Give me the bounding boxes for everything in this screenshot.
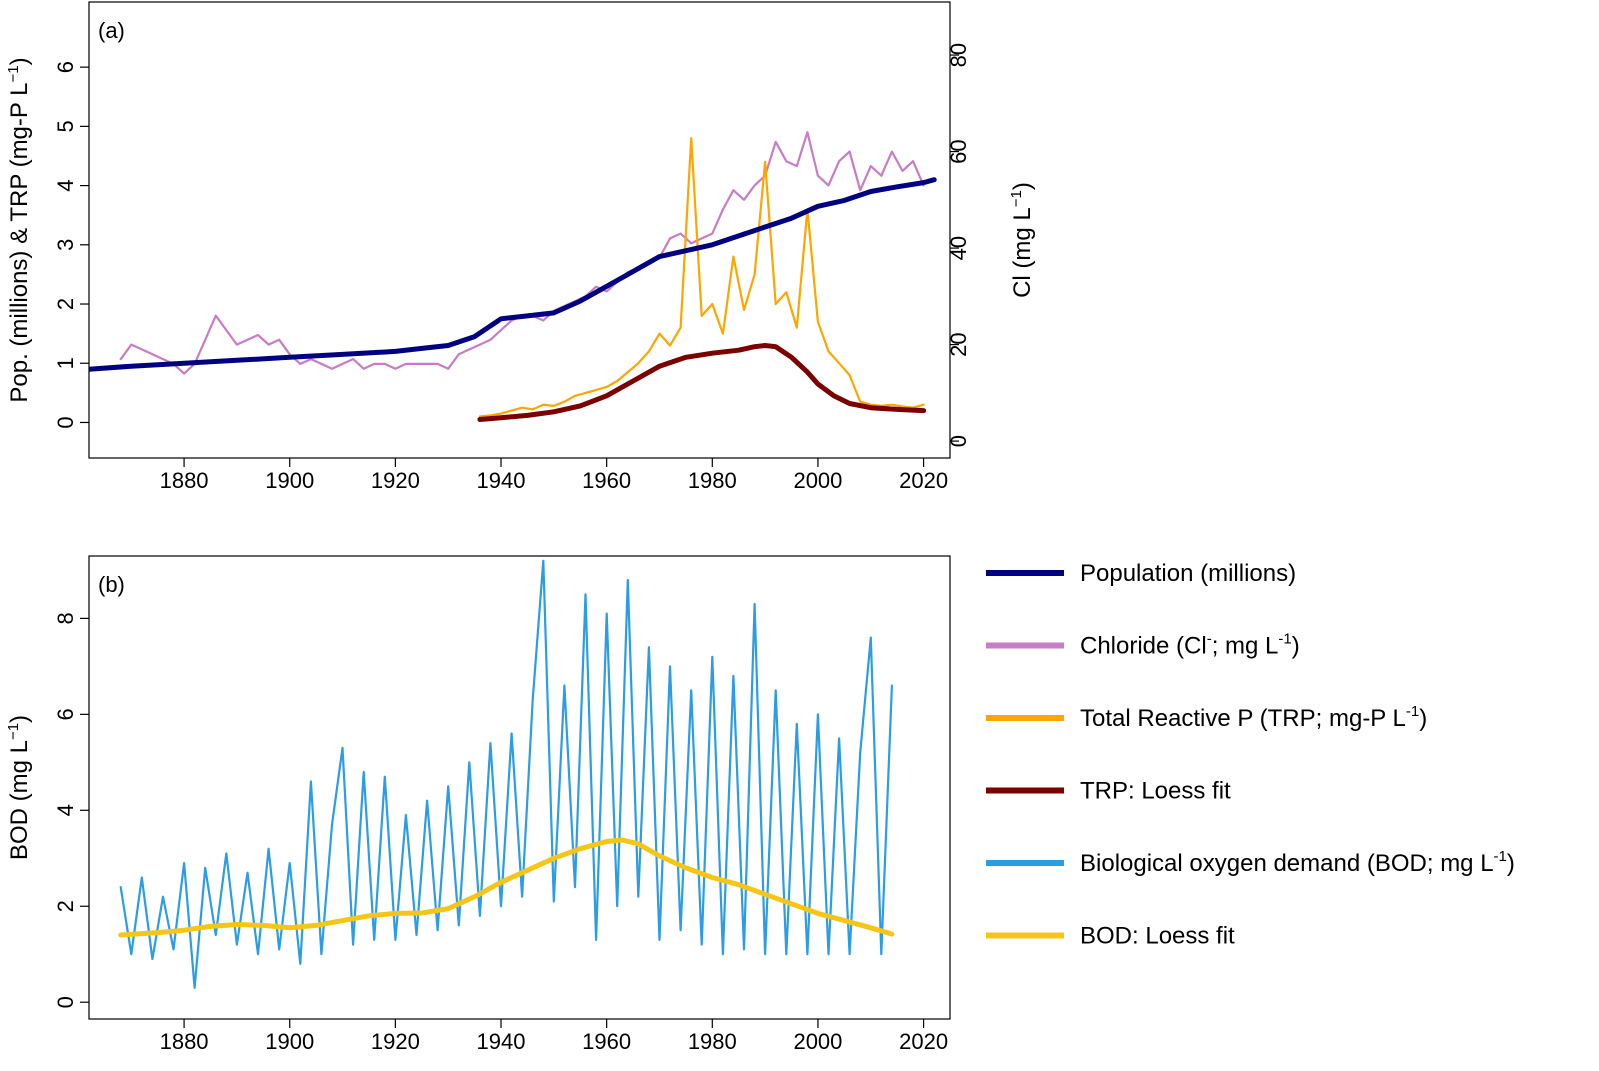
x-tick-label: 1940 — [477, 468, 526, 493]
y-tick-label: 4 — [53, 804, 78, 816]
x-tick-label: 2020 — [899, 468, 948, 493]
y-tick-label: 1 — [53, 357, 78, 369]
x-tick-label: 1900 — [265, 468, 314, 493]
x-tick-label: 1980 — [688, 1029, 737, 1054]
y-right-tick-label: 0 — [946, 435, 971, 447]
x-tick-label: 1940 — [477, 1029, 526, 1054]
y-tick-label: 0 — [53, 996, 78, 1008]
y-tick-label: 0 — [53, 416, 78, 428]
panel-label: (b) — [98, 572, 125, 597]
y-right-tick-label: 40 — [946, 236, 971, 260]
x-tick-label: 1980 — [688, 468, 737, 493]
panel-label: (a) — [98, 18, 125, 43]
legend-label: BOD: Loess fit — [1080, 923, 1235, 950]
x-tick-label: 1880 — [160, 1029, 209, 1054]
x-tick-label: 1960 — [582, 468, 631, 493]
y-right-tick-label: 60 — [946, 139, 971, 163]
series-line-population — [89, 177, 937, 372]
y-tick-label: 8 — [53, 612, 78, 624]
chart-panel-b: 1880 1900 1920 1940 1960 1980 2000 2020 0 2 4 6 8 BOD… — [5, 555, 951, 1054]
legend-label: Total Reactive P (TRP; mg-P L-1) — [1080, 703, 1427, 732]
x-tick-label: 2020 — [899, 1029, 948, 1054]
plot-frame — [88, 555, 951, 1020]
series-line-bod-loess-fit — [118, 837, 895, 938]
x-tick-label: 1960 — [582, 1029, 631, 1054]
plot-frame — [88, 1, 951, 459]
x-tick-label: 2000 — [793, 468, 842, 493]
x-tick-label: 2000 — [793, 1029, 842, 1054]
y-tick-label: 6 — [53, 61, 78, 73]
x-tick-label: 1900 — [265, 1029, 314, 1054]
legend: Population (millions) Chloride (Cl-; mg L… — [986, 560, 1515, 950]
legend-label: Biological oxygen demand (BOD; mg L-1) — [1080, 848, 1515, 877]
y-tick-label: 2 — [53, 298, 78, 310]
legend-label: TRP: Loess fit — [1080, 778, 1231, 805]
y-tick-label: 6 — [53, 708, 78, 720]
y-tick-label: 2 — [53, 900, 78, 912]
y-axis-title: Pop. (millions) & TRP (mg-P L−1) — [5, 57, 33, 402]
x-tick-label: 1880 — [160, 468, 209, 493]
series-group — [89, 131, 937, 422]
x-tick-label: 1920 — [371, 1029, 420, 1054]
y-tick-label: 3 — [53, 239, 78, 251]
y-right-axis-title: Cl (mg L−1) — [1008, 182, 1036, 298]
y-right-tick-label: 80 — [946, 43, 971, 67]
y-tick-label: 4 — [53, 179, 78, 191]
chart-panel-a: 1880 1900 1920 1940 1960 1980 2000 2020 0 1 2 3 4 5 6 P… — [5, 1, 1036, 493]
y-axis-title: BOD (mg L−1) — [5, 715, 33, 860]
legend-label: Chloride (Cl-; mg L-1) — [1080, 631, 1300, 660]
y-right-tick-label: 20 — [946, 332, 971, 356]
y-tick-label: 5 — [53, 120, 78, 132]
series-group — [118, 559, 895, 989]
series-line-total-reactive-p — [478, 137, 925, 418]
legend-label: Population (millions) — [1080, 560, 1296, 587]
x-tick-label: 1920 — [371, 468, 420, 493]
series-line-trp-loess-fit — [477, 343, 927, 422]
